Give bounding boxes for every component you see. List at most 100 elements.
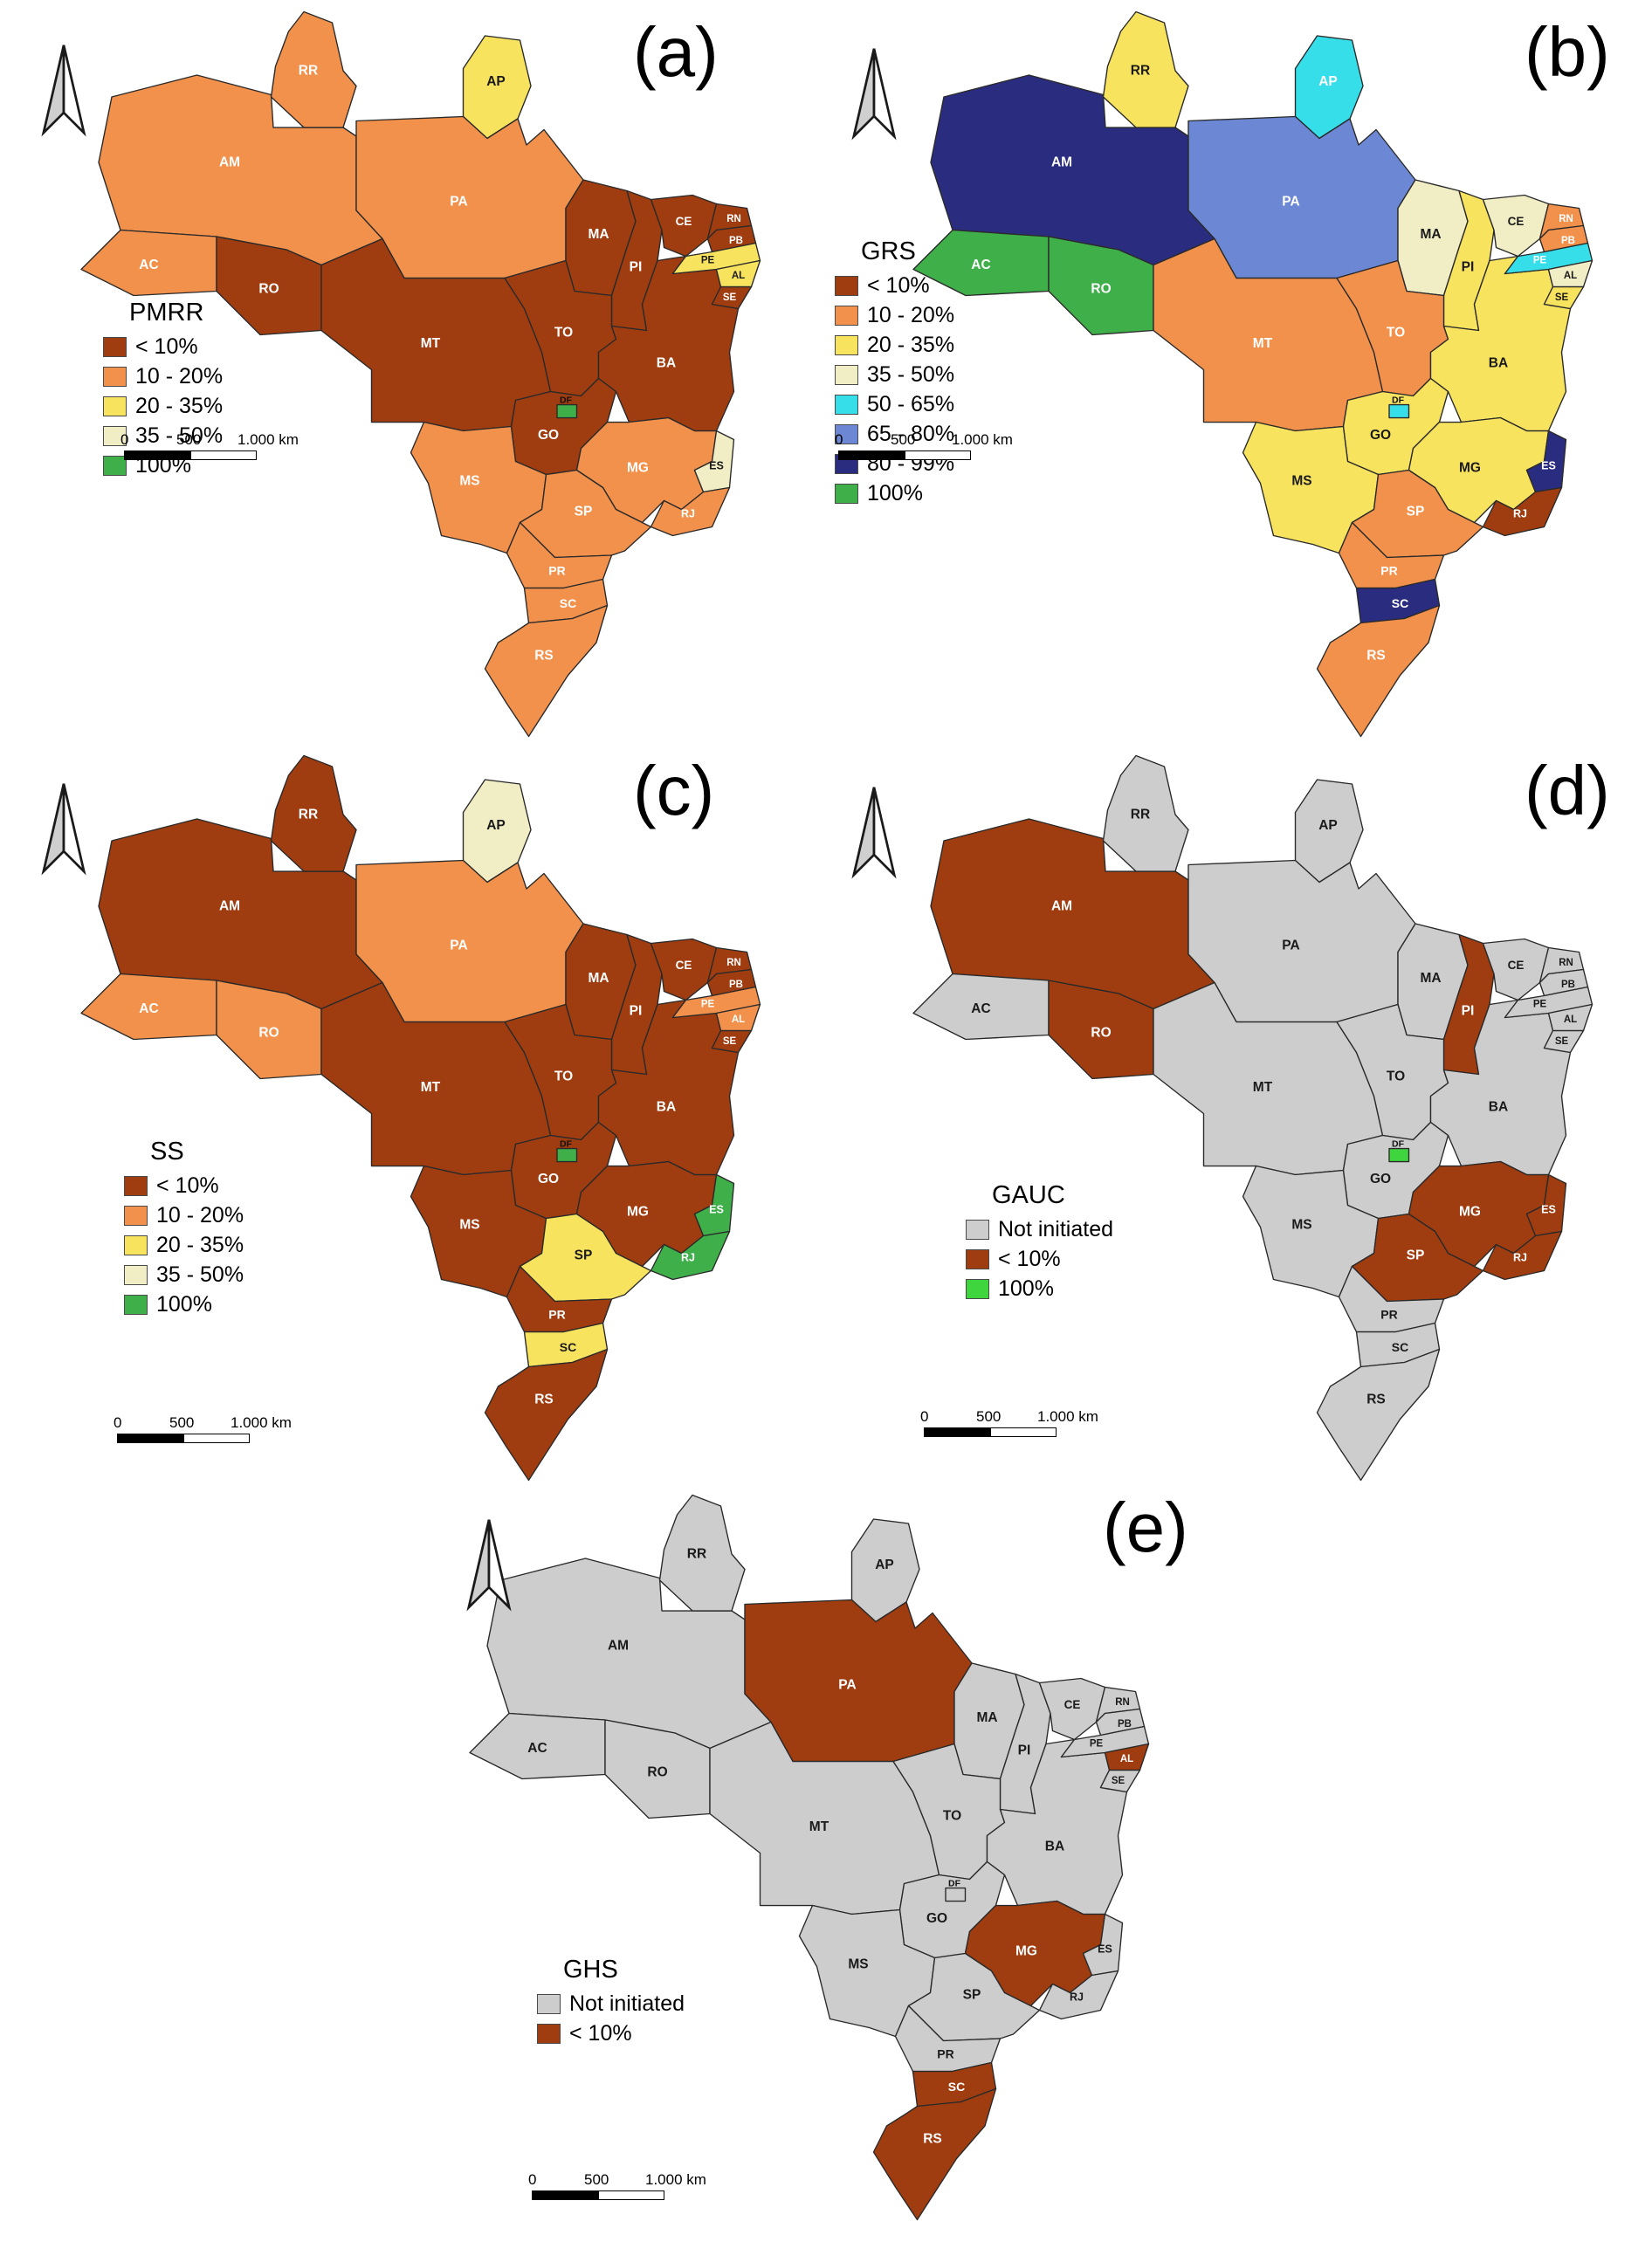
scale-bar-dark-segment [118,1434,183,1442]
legend-item: 20 - 35% [124,1233,244,1258]
scale-bar-light-segment [182,1434,249,1442]
state-label-AM: AM [608,1639,629,1654]
scale-bar-labels: 0 500 1.000 km [114,1414,292,1434]
state-label-AM: AM [1051,155,1072,170]
state-CE [1482,938,1550,1001]
legend-title: PMRR [129,299,204,327]
state-label-BA: BA [657,1100,676,1115]
legend-item-label: < 10% [569,2021,632,2046]
state-label-MS: MS [1291,1218,1311,1233]
state-label-MG: MG [1015,1944,1037,1959]
legend: SS < 10% 10 - 20% 20 - 35% 35 - 50% 100% [124,1138,244,1322]
legend-swatch [835,395,858,415]
state-SE [1543,1029,1585,1054]
legend-item: 20 - 35% [835,333,954,358]
north-arrow-svg [851,787,897,879]
state-RR [1102,10,1189,128]
state-CE [650,194,718,258]
panel-label: (c) [633,752,715,829]
state-label-BA: BA [1489,1100,1508,1115]
state-label-MG: MG [1459,1205,1481,1220]
state-label-RN: RN [726,214,741,224]
state-label-RR: RR [1131,808,1150,822]
state-label-MA: MA [1420,227,1441,242]
state-label-CE: CE [1508,959,1525,972]
state-label-CE: CE [1064,1698,1081,1711]
legend-item-label: 35 - 50% [867,362,955,387]
state-label-RR: RR [299,64,318,79]
state-label-PE: PE [701,256,715,266]
legend-item-label: 50 - 65% [867,392,955,416]
state-label-SE: SE [1555,1036,1569,1047]
scale-mid-label: 500 [891,431,916,448]
legend-item: 35 - 50% [835,362,954,388]
state-label-RJ: RJ [681,508,695,520]
north-arrow-svg [466,1519,512,1612]
state-label-BA: BA [657,356,676,371]
state-label-AL: AL [732,271,745,281]
state-label-MT: MT [1253,336,1273,351]
state-label-PB: PB [1561,980,1575,990]
state-SE [711,285,753,310]
legend-swatch [124,1176,148,1196]
state-SP [519,469,652,559]
legend-item: < 10% [124,1173,244,1199]
state-RR [658,1494,746,1612]
state-label-PI: PI [1462,1004,1475,1019]
state-label-BA: BA [1489,356,1508,371]
state-SP [1351,1213,1484,1303]
state-label-RJ: RJ [1513,508,1527,520]
north-arrow-icon [38,40,89,142]
state-label-AP: AP [1318,818,1338,833]
state-label-PI: PI [1462,260,1475,275]
state-label-MT: MT [421,336,441,351]
state-label-ES: ES [709,1204,724,1216]
state-label-MT: MT [421,1080,441,1095]
state-label-DF: DF [560,395,573,406]
map-panel-e: AM RR AP PA AC RO MT MA PI CE TO BA GO MG MS SP PR SC RS RN… [413,1489,1239,2228]
legend-title: GRS [861,237,916,265]
panel-label: (d) [1525,752,1610,829]
panel-label: (a) [633,13,719,91]
state-label-RJ: RJ [1513,1252,1527,1264]
scale-zero-label: 0 [528,2171,537,2188]
state-DF [945,1887,967,1902]
state-label-MS: MS [1291,474,1311,489]
state-label-AP: AP [486,74,506,89]
state-label-AC: AC [527,1741,547,1756]
state-label-CE: CE [676,959,692,972]
state-label-PB: PB [729,236,743,246]
state-label-SE: SE [1112,1776,1125,1786]
state-label-PB: PB [729,980,743,990]
legend-items: < 10% 10 - 20% 20 - 35% 35 - 50% 50 - 65% 65 … [835,273,954,506]
legend-swatch [103,396,127,416]
state-label-RO: RO [258,282,279,297]
legend-title: GHS [563,1956,618,1984]
legend-item-label: < 10% [156,1173,219,1198]
north-arrow-svg [41,783,86,876]
legend-swatch [124,1235,148,1255]
state-label-GO: GO [1370,1172,1391,1186]
scale-bar-dark-segment [125,451,190,459]
state-label-RR: RR [299,808,318,822]
state-label-MA: MA [1420,971,1441,986]
map-panel-a: AM RR AP PA AC RO MT MA PI CE TO BA GO MG MS SP PR SC RS RN… [0,0,826,746]
legend-item-label: < 10% [135,334,198,359]
legend: GRS < 10% 10 - 20% 20 - 35% 35 - 50% 50 - 65… [835,237,954,511]
brazil-map: AM RR AP PA AC RO MT MA PI CE TO BA GO MG MS SP PR SC RS RN… [80,754,761,1482]
state-label-AP: AP [875,1558,894,1572]
legend-swatch [103,426,127,446]
legend-swatch [537,2024,561,2044]
scale-bar-labels: 0 500 1.000 km [920,1408,1098,1427]
state-label-PE: PE [1090,1739,1104,1750]
state-label-RO: RO [1091,282,1111,297]
state-label-DF: DF [560,1139,573,1150]
legend-item: 100% [966,1276,1113,1302]
legend-swatch [835,484,858,504]
scale-mid-label: 500 [169,1414,195,1431]
scale-zero-label: 0 [920,1408,929,1425]
legend-item-label: < 10% [867,273,930,298]
legend-swatch [966,1249,989,1269]
state-label-MS: MS [459,474,479,489]
state-label-SC: SC [948,2080,965,2094]
